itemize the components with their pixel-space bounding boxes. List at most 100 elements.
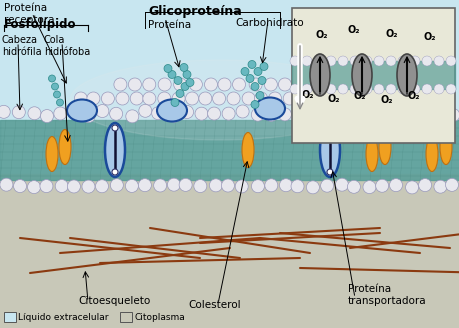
Circle shape [125, 179, 138, 193]
Circle shape [279, 179, 292, 192]
Circle shape [67, 180, 80, 193]
Circle shape [361, 84, 371, 94]
Circle shape [347, 180, 359, 193]
Circle shape [256, 92, 263, 99]
Text: Cabeza
hidrófila: Cabeza hidrófila [2, 35, 41, 57]
Circle shape [168, 109, 180, 122]
Circle shape [361, 56, 371, 66]
Circle shape [183, 71, 190, 78]
Text: Proteína
transportadora: Proteína transportadora [347, 284, 425, 306]
Circle shape [235, 180, 248, 193]
Circle shape [116, 92, 129, 105]
Ellipse shape [157, 99, 187, 121]
Circle shape [292, 108, 305, 121]
Text: O₂: O₂ [385, 29, 397, 39]
Circle shape [95, 105, 109, 117]
Circle shape [53, 91, 61, 98]
Circle shape [325, 84, 335, 94]
Circle shape [235, 105, 249, 118]
Text: Líquido extracelular: Líquido extracelular [18, 313, 108, 321]
Circle shape [114, 78, 127, 91]
Circle shape [445, 84, 455, 94]
Circle shape [241, 92, 255, 105]
Circle shape [385, 56, 395, 66]
Circle shape [179, 178, 192, 191]
Circle shape [373, 84, 383, 94]
Circle shape [324, 92, 337, 105]
Circle shape [306, 181, 319, 194]
Circle shape [176, 90, 184, 97]
Text: Citoplasma: Citoplasma [134, 313, 185, 321]
Circle shape [259, 63, 268, 71]
Circle shape [362, 107, 375, 120]
Text: Carbohidrato: Carbohidrato [235, 18, 303, 28]
Circle shape [445, 56, 455, 66]
Circle shape [153, 179, 166, 192]
Ellipse shape [439, 130, 451, 165]
Text: Proteína: Proteína [148, 20, 190, 30]
Circle shape [164, 65, 172, 72]
Ellipse shape [365, 136, 377, 172]
Ellipse shape [378, 130, 390, 165]
Circle shape [172, 92, 185, 105]
Text: Citoesqueleto: Citoesqueleto [78, 296, 150, 306]
Circle shape [421, 56, 431, 66]
Circle shape [419, 106, 432, 119]
Ellipse shape [46, 136, 58, 172]
Circle shape [185, 78, 194, 87]
Circle shape [51, 83, 58, 90]
Circle shape [171, 98, 179, 107]
Text: O₂: O₂ [301, 90, 313, 100]
Circle shape [180, 83, 189, 91]
Circle shape [125, 110, 139, 123]
Ellipse shape [70, 60, 369, 140]
Circle shape [337, 56, 347, 66]
Circle shape [268, 92, 281, 105]
Circle shape [409, 56, 419, 66]
Circle shape [291, 180, 303, 193]
Circle shape [218, 78, 230, 91]
Circle shape [195, 107, 207, 120]
Text: O₂: O₂ [353, 91, 365, 101]
Circle shape [326, 169, 332, 175]
Circle shape [87, 92, 100, 105]
Circle shape [444, 178, 458, 191]
Circle shape [221, 179, 234, 192]
Circle shape [101, 92, 114, 105]
Circle shape [421, 84, 431, 94]
Circle shape [185, 92, 198, 105]
Circle shape [397, 84, 407, 94]
Circle shape [193, 179, 207, 193]
Circle shape [167, 178, 180, 191]
Circle shape [158, 78, 171, 91]
Circle shape [246, 74, 253, 83]
Circle shape [253, 68, 262, 75]
Text: Fosfolípido: Fosfolípido [4, 18, 76, 31]
Text: O₂: O₂ [407, 91, 420, 101]
Circle shape [446, 109, 459, 122]
Circle shape [138, 179, 151, 192]
Circle shape [157, 92, 170, 105]
Circle shape [128, 78, 141, 91]
Circle shape [168, 71, 176, 78]
Circle shape [264, 179, 277, 192]
Circle shape [306, 106, 319, 119]
Ellipse shape [105, 123, 125, 177]
Text: Proteína
receptora: Proteína receptora [4, 3, 54, 25]
Text: O₂: O₂ [423, 32, 435, 42]
Circle shape [418, 179, 431, 192]
Bar [120, 312, 132, 322]
Circle shape [389, 179, 402, 192]
Circle shape [40, 180, 53, 193]
Circle shape [112, 169, 118, 175]
Circle shape [139, 104, 151, 117]
Circle shape [283, 92, 296, 105]
Circle shape [74, 92, 87, 105]
Circle shape [349, 56, 359, 66]
Circle shape [249, 78, 262, 91]
Circle shape [222, 107, 235, 120]
Circle shape [241, 68, 248, 75]
Circle shape [207, 107, 220, 120]
Circle shape [296, 92, 309, 105]
Circle shape [95, 180, 108, 193]
